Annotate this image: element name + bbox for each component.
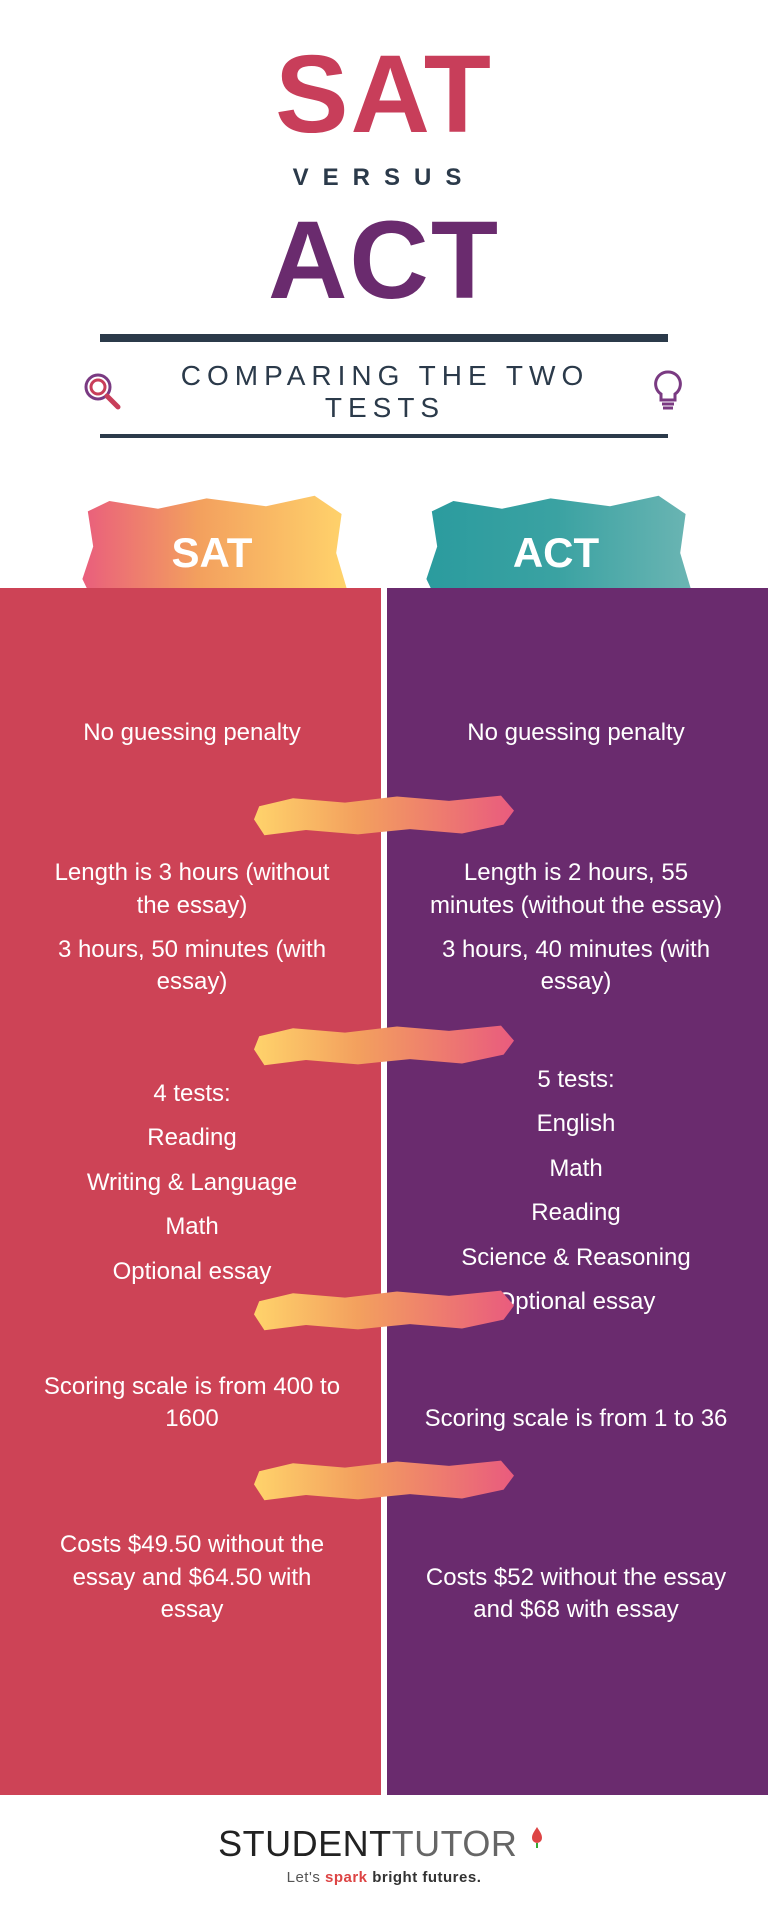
act-row-1: No guessing penalty <box>424 658 728 808</box>
comparison-text: 5 tests: <box>424 1064 728 1096</box>
lightbulb-icon <box>648 368 688 417</box>
sat-row-2: Length is 3 hours (without the essay) 3 h… <box>40 808 344 1048</box>
comparison-text: English <box>424 1108 728 1140</box>
sat-label-text: SAT <box>172 529 253 577</box>
section-separator <box>254 1458 514 1502</box>
comparison-text: No guessing penalty <box>424 717 728 749</box>
act-column: No guessing penalty Length is 2 hours, 55… <box>384 588 768 1795</box>
comparison-text: Math <box>424 1153 728 1185</box>
sat-row-3: 4 tests: Reading Writing & Language Math Opt… <box>40 1048 344 1318</box>
subtitle-text: COMPARING THE TWO TESTS <box>140 360 630 424</box>
act-label-text: ACT <box>513 529 599 577</box>
tagline-prefix: Let's <box>287 1869 325 1886</box>
comparison-text: Optional essay <box>40 1256 344 1288</box>
comparison-columns: No guessing penalty Length is 3 hours (wi… <box>0 588 768 1795</box>
comparison-text: Length is 2 hours, 55 minutes (without t… <box>424 857 728 922</box>
comparison-text: Scoring scale is from 1 to 36 <box>424 1403 728 1435</box>
comparison-text: Costs $49.50 without the essay and $64.5… <box>40 1529 344 1626</box>
header: SAT VERSUS ACT COMPARING THE TWO TESTS <box>0 0 768 458</box>
section-separator <box>254 793 514 837</box>
section-separator <box>254 1023 514 1067</box>
divider-thin <box>100 434 668 438</box>
section-separator <box>254 1288 514 1332</box>
brush-stroke-icon <box>254 1288 514 1332</box>
divider-thick <box>100 334 668 342</box>
center-divider <box>381 588 387 1795</box>
brush-stroke-icon <box>254 1458 514 1502</box>
comparison-text: Math <box>40 1211 344 1243</box>
comparison-text: No guessing penalty <box>40 717 344 749</box>
sat-row-5: Costs $49.50 without the essay and $64.5… <box>40 1488 344 1668</box>
logo: STUDENTTUTOR <box>0 1823 768 1865</box>
comparison-text: 3 hours, 40 minutes (with essay) <box>424 934 728 999</box>
comparison-text: Writing & Language <box>40 1167 344 1199</box>
tagline: Let's spark bright futures. <box>0 1869 768 1886</box>
logo-student: STUDENT <box>218 1823 392 1864</box>
versus-label: VERSUS <box>80 164 688 192</box>
subtitle-row: COMPARING THE TWO TESTS <box>80 360 688 424</box>
brush-stroke-icon <box>254 793 514 837</box>
brush-stroke-icon <box>254 1023 514 1067</box>
title-act: ACT <box>80 206 688 316</box>
comparison-text: 4 tests: <box>40 1078 344 1110</box>
tagline-spark: spark <box>325 1869 368 1886</box>
comparison-text: Scoring scale is from 400 to 1600 <box>40 1371 344 1436</box>
comparison-text: 3 hours, 50 minutes (with essay) <box>40 934 344 999</box>
comparison-text: Reading <box>424 1197 728 1229</box>
comparison-text: Costs $52 without the essay and $68 with… <box>424 1562 728 1627</box>
tagline-bright: bright futures. <box>372 1869 481 1886</box>
comparison-text: Length is 3 hours (without the essay) <box>40 857 344 922</box>
title-sat: SAT <box>80 40 688 150</box>
magnifier-icon <box>80 369 122 416</box>
comparison-text: Reading <box>40 1122 344 1154</box>
act-row-5: Costs $52 without the essay and $68 with… <box>424 1504 728 1684</box>
comparison-text: Science & Reasoning <box>424 1242 728 1274</box>
act-row-2: Length is 2 hours, 55 minutes (without t… <box>424 808 728 1048</box>
sat-column: No guessing penalty Length is 3 hours (wi… <box>0 588 384 1795</box>
logo-tutor: TUTOR <box>392 1823 518 1864</box>
sat-row-1: No guessing penalty <box>40 658 344 808</box>
footer: STUDENTTUTOR Let's spark bright futures. <box>0 1795 768 1920</box>
